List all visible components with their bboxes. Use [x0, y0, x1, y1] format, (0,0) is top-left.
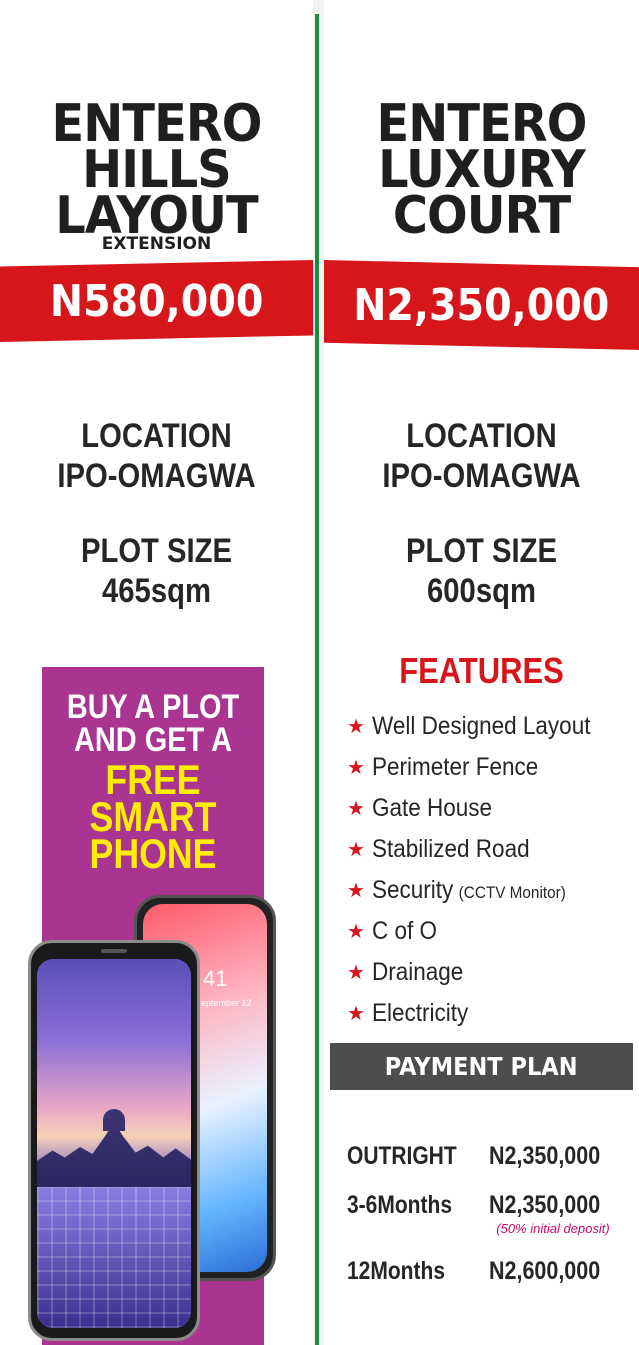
- left-plot-size-value: 465sqm: [102, 572, 211, 610]
- promo-line-2: AND GET A: [74, 721, 232, 759]
- right-location-label: LOCATION: [406, 417, 557, 455]
- feature-text: Electricity: [372, 999, 468, 1028]
- feature-label: Drainage: [372, 958, 464, 986]
- feature-item: ★ Gate House: [347, 788, 615, 829]
- star-icon: ★: [347, 880, 365, 902]
- right-plot-size-label: PLOT SIZE: [405, 532, 558, 570]
- smartphone-front-screen: [37, 959, 191, 1328]
- right-title-line: LUXURY: [378, 140, 586, 200]
- star-icon: ★: [347, 962, 365, 984]
- bridge-floor: [37, 1187, 191, 1328]
- left-location-value: IPO-OMAGWA: [57, 457, 256, 495]
- feature-text: C of O: [372, 917, 437, 946]
- left-price-band: N580,000: [0, 260, 313, 342]
- payment-label: 3-6Months: [347, 1191, 452, 1219]
- payment-value: N2,350,000: [489, 1142, 601, 1170]
- feature-label: Stabilized Road: [372, 835, 530, 863]
- feature-item: ★ Stabilized Road: [347, 829, 615, 870]
- feature-text: Stabilized Road: [372, 835, 530, 864]
- payment-value: N2,600,000: [489, 1257, 601, 1285]
- feature-item: ★ Electricity: [347, 993, 615, 1034]
- feature-item: ★ Well Designed Layout: [347, 706, 615, 747]
- cathedral-dome: [103, 1109, 125, 1131]
- feature-label: Gate House: [372, 794, 493, 822]
- right-plot-size: PLOT SIZE 600sqm: [346, 531, 617, 611]
- payment-label: OUTRIGHT: [347, 1142, 457, 1170]
- feature-note: (CCTV Monitor): [458, 883, 566, 902]
- left-listing-panel: ENTERO HILLS LAYOUT EXTENSION N580,000 L…: [0, 0, 313, 1345]
- phone-speaker: [101, 949, 127, 953]
- feature-label: Security: [372, 876, 454, 904]
- left-title: ENTERO HILLS LAYOUT: [13, 94, 301, 246]
- feature-item: ★ Drainage: [347, 952, 615, 993]
- left-plot-size-label: PLOT SIZE: [80, 532, 233, 570]
- left-price: N580,000: [49, 275, 264, 327]
- payment-plan-bar: PAYMENT PLAN: [330, 1043, 633, 1090]
- phone-lock-date: eptember 12: [201, 998, 252, 1008]
- right-location: LOCATION IPO-OMAGWA: [346, 416, 617, 496]
- right-price-band: N2,350,000: [324, 260, 639, 350]
- feature-item: ★ Security (CCTV Monitor): [347, 870, 615, 911]
- feature-item: ★ Perimeter Fence: [347, 747, 615, 788]
- feature-text: Gate House: [372, 794, 492, 823]
- left-title-line: HILLS: [82, 140, 232, 200]
- feature-label: Perimeter Fence: [372, 753, 539, 781]
- feature-text: Well Designed Layout: [372, 712, 590, 741]
- star-icon: ★: [347, 757, 365, 779]
- city-skyline: [37, 1122, 191, 1189]
- feature-label: Well Designed Layout: [372, 712, 591, 740]
- payment-label: 12Months: [347, 1257, 446, 1285]
- feature-text: Drainage: [372, 958, 463, 987]
- smartphone-front-image: [28, 940, 200, 1341]
- feature-text: Perimeter Fence: [372, 753, 538, 782]
- phone-lock-time: 41: [203, 966, 228, 991]
- feature-text: Security (CCTV Monitor): [372, 876, 566, 905]
- left-title-line: ENTERO: [51, 94, 262, 154]
- green-divider: [315, 14, 319, 1345]
- right-title: ENTERO LUXURY COURT: [337, 94, 627, 246]
- promo-line-3: FREE: [105, 756, 201, 803]
- right-location-value: IPO-OMAGWA: [382, 457, 581, 495]
- promo-line-5: PHONE: [89, 830, 217, 877]
- features-title: FEATURES: [399, 650, 564, 691]
- right-title-line: ENTERO: [376, 94, 587, 154]
- left-title-line: LAYOUT: [55, 186, 258, 246]
- feature-label: C of O: [372, 917, 438, 945]
- feature-label: Electricity: [372, 999, 469, 1027]
- payment-plan-title: PAYMENT PLAN: [385, 1052, 578, 1081]
- promo-line-4: SMART: [89, 793, 217, 840]
- star-icon: ★: [347, 798, 365, 820]
- star-icon: ★: [347, 1003, 365, 1025]
- payment-value: N2,350,000: [489, 1191, 601, 1219]
- feature-item: ★ C of O: [347, 911, 615, 952]
- payment-note: (50% initial deposit): [496, 1221, 610, 1236]
- right-title-line: COURT: [392, 186, 571, 246]
- star-icon: ★: [347, 921, 365, 943]
- right-price: N2,350,000: [353, 279, 610, 331]
- promo-line-1: BUY A PLOT: [66, 688, 240, 726]
- left-location: LOCATION IPO-OMAGWA: [22, 416, 291, 496]
- star-icon: ★: [347, 839, 365, 861]
- features-list: ★ Well Designed Layout ★ Perimeter Fence ★ Ga…: [347, 706, 615, 1034]
- left-location-label: LOCATION: [81, 417, 232, 455]
- star-icon: ★: [347, 716, 365, 738]
- right-listing-panel: ENTERO LUXURY COURT N2,350,000 LOCATION …: [324, 0, 639, 1345]
- left-subtitle: EXTENSION: [101, 234, 212, 254]
- right-plot-size-value: 600sqm: [427, 572, 536, 610]
- left-plot-size: PLOT SIZE 465sqm: [22, 531, 291, 611]
